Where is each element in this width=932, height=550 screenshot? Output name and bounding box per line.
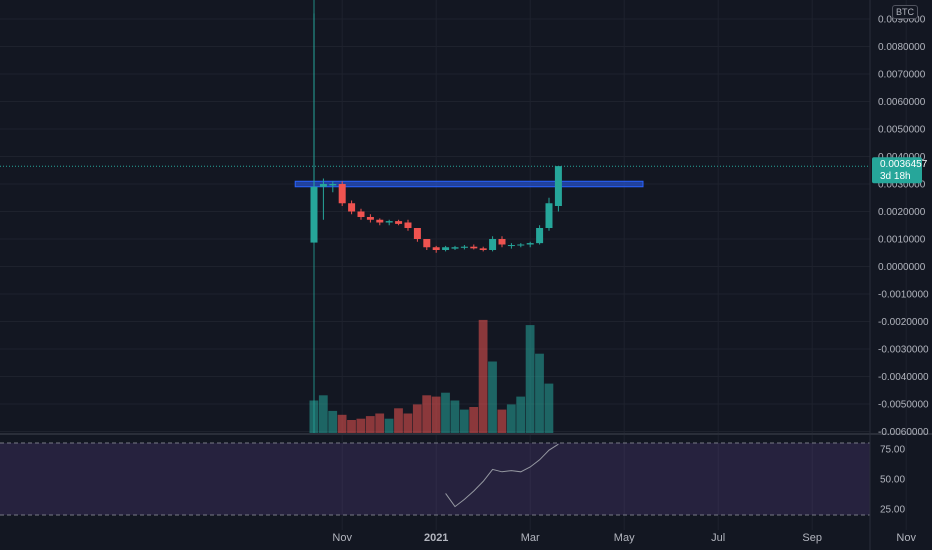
- candle-body[interactable]: [554, 166, 562, 206]
- countdown-label: 3d 18h: [880, 171, 911, 182]
- price-tick-label: -0.0010000: [878, 290, 929, 301]
- candle-body[interactable]: [479, 248, 487, 250]
- volume-bar: [459, 409, 469, 433]
- volume-bar: [422, 395, 432, 433]
- price-tick-label: 0.0010000: [878, 235, 926, 246]
- rsi-band: [0, 443, 870, 515]
- volume-bar: [403, 413, 413, 433]
- candle-body[interactable]: [404, 222, 412, 229]
- time-tick-label: May: [614, 532, 635, 544]
- rsi-tick-label: 25.00: [880, 505, 905, 516]
- price-tick-label: 0.0080000: [878, 42, 926, 53]
- candle-body[interactable]: [395, 221, 403, 224]
- candle-body[interactable]: [432, 247, 440, 250]
- candle-body[interactable]: [536, 228, 544, 244]
- volume-bar: [478, 319, 488, 433]
- volume-bar: [544, 383, 554, 433]
- candle-body[interactable]: [423, 239, 431, 248]
- price-axis[interactable]: 0.0090000 0.0080000 0.0070000 0.0060000 0.00…: [878, 15, 929, 439]
- price-tick-label: -0.0050000: [878, 400, 929, 411]
- price-tick-label: 0.0090000: [878, 15, 926, 26]
- candle-body[interactable]: [470, 246, 478, 249]
- volume-bar: [309, 400, 319, 433]
- candle-body[interactable]: [460, 246, 468, 248]
- candle-body[interactable]: [348, 203, 356, 212]
- volume-bar: [516, 396, 526, 433]
- price-tick-label: 0.0070000: [878, 70, 926, 81]
- price-tick-label: -0.0040000: [878, 372, 929, 383]
- time-tick-label: Nov: [332, 532, 352, 544]
- volume-bar: [328, 410, 338, 433]
- candle-body[interactable]: [376, 219, 384, 223]
- price-tick-label: 0.0030000: [878, 180, 926, 191]
- volume-bar: [535, 353, 544, 433]
- candle-body[interactable]: [507, 245, 515, 247]
- last-price-badge: 0.0036457 3d 18h: [872, 157, 928, 184]
- time-tick-label: Nov: [896, 532, 916, 544]
- time-tick-label: Jul: [711, 532, 725, 544]
- time-axis[interactable]: Nov 2021 Mar May Jul Sep Nov: [332, 532, 916, 544]
- price-tick-label: 0.0050000: [878, 125, 926, 136]
- volume-bar: [469, 407, 479, 433]
- rsi-line: [445, 443, 559, 508]
- candle-body[interactable]: [451, 247, 459, 249]
- time-tick-label: 2021: [424, 532, 448, 544]
- currency-label[interactable]: BTC: [892, 5, 918, 19]
- volume-bar: [347, 420, 356, 433]
- candle-body[interactable]: [526, 243, 534, 245]
- candle-body[interactable]: [498, 239, 506, 245]
- candle-body[interactable]: [329, 184, 337, 186]
- candlesticks[interactable]: [310, 13, 562, 253]
- time-tick-label: Mar: [521, 532, 540, 544]
- volume-bar: [365, 416, 375, 433]
- volume-bar: [337, 414, 347, 433]
- candle-body[interactable]: [357, 211, 365, 218]
- rsi-tick-label: 75.00: [880, 445, 905, 456]
- candle-body[interactable]: [442, 247, 450, 250]
- candle-body[interactable]: [545, 203, 553, 228]
- volume-bar: [318, 395, 328, 433]
- volume-bar: [394, 408, 403, 433]
- candle-body[interactable]: [319, 184, 327, 187]
- volume-bar: [488, 361, 497, 433]
- volume-bar: [384, 418, 394, 433]
- resistance-zone-rect[interactable]: [294, 180, 644, 188]
- last-price-value: 0.0036457: [880, 159, 928, 170]
- candle-body[interactable]: [489, 239, 497, 250]
- volume-bars: [309, 319, 554, 433]
- time-tick-label: Sep: [802, 532, 822, 544]
- volume-bar: [450, 400, 460, 433]
- candle-body[interactable]: [310, 186, 318, 243]
- volume-bar: [497, 409, 507, 433]
- candle-body[interactable]: [517, 244, 525, 246]
- rsi-tick-label: 50.00: [880, 475, 905, 486]
- price-tick-label: -0.0030000: [878, 345, 929, 356]
- candle-body[interactable]: [366, 217, 374, 220]
- volume-bar: [431, 396, 441, 433]
- volume-bar: [375, 413, 385, 433]
- volume-bar: [412, 404, 422, 433]
- volume-bar: [506, 404, 516, 433]
- price-tick-label: -0.0060000: [878, 427, 929, 438]
- price-tick-label: 0.0060000: [878, 97, 926, 108]
- price-tick-label: -0.0020000: [878, 317, 929, 328]
- candle-body[interactable]: [338, 184, 346, 204]
- resistance-zone[interactable]: [294, 180, 644, 188]
- grid-lines: [0, 0, 907, 530]
- rsi-axis[interactable]: 75.00 50.00 25.00: [880, 445, 905, 516]
- candle-body[interactable]: [413, 228, 421, 239]
- volume-bar: [525, 325, 535, 433]
- candle-body[interactable]: [385, 221, 393, 223]
- volume-bar: [356, 418, 366, 433]
- price-tick-label: 0.0000000: [878, 262, 926, 273]
- price-tick-label: 0.0020000: [878, 207, 926, 218]
- volume-bar: [441, 392, 450, 433]
